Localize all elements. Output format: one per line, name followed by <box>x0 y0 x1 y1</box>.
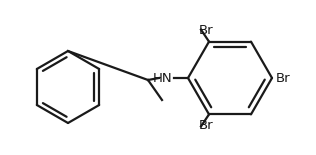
Text: HN: HN <box>152 71 172 84</box>
Text: Br: Br <box>199 119 213 132</box>
Text: Br: Br <box>276 71 291 84</box>
Text: Br: Br <box>199 24 213 37</box>
